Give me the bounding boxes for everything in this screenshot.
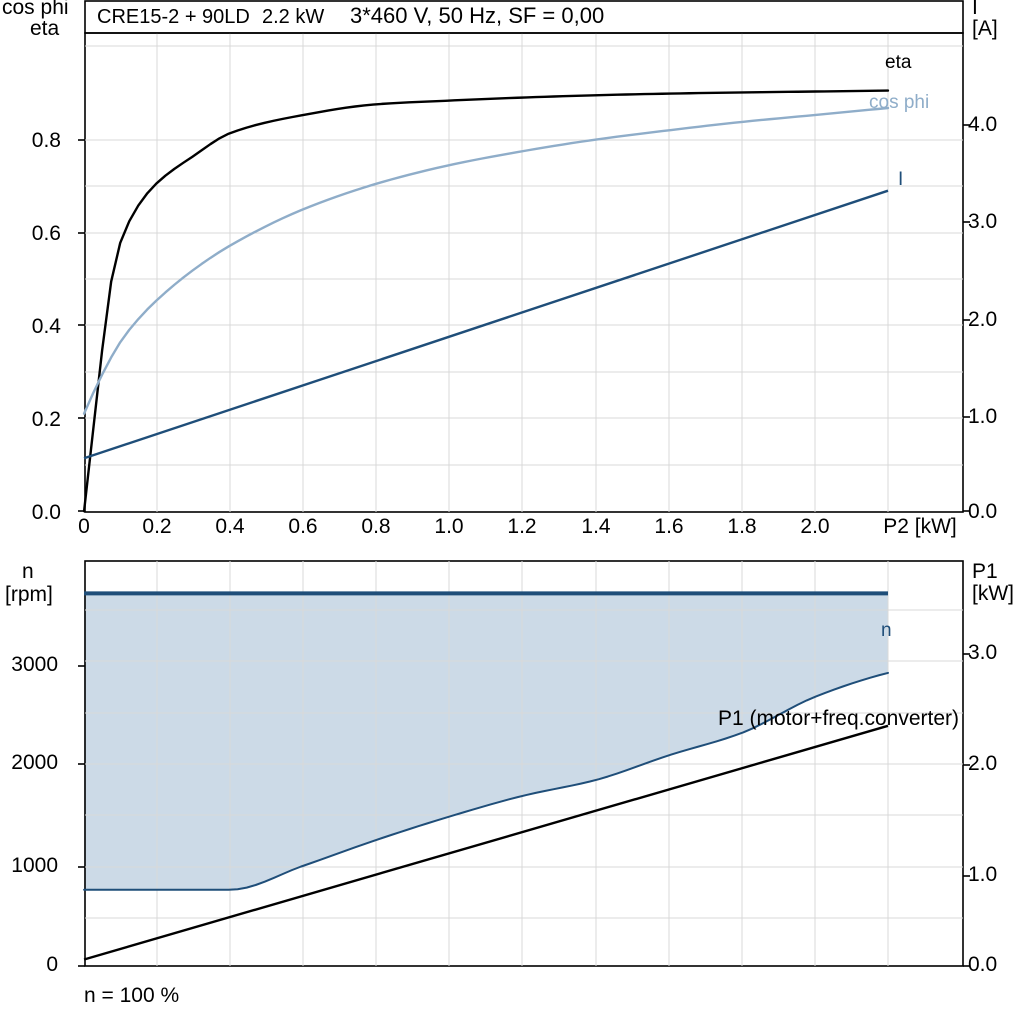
svg-text:1000: 1000: [11, 854, 58, 877]
svg-text:P2 [kW]: P2 [kW]: [883, 515, 957, 538]
svg-text:CRE15-2 + 90LD: CRE15-2 + 90LD: [97, 6, 250, 28]
svg-text:n = 100 %: n = 100 %: [84, 984, 179, 1007]
svg-text:1.0: 1.0: [434, 515, 463, 538]
svg-text:3*460 V, 50 Hz, SF = 0,00: 3*460 V, 50 Hz, SF = 0,00: [350, 3, 604, 28]
svg-text:0.4: 0.4: [32, 315, 62, 338]
svg-text:eta: eta: [30, 17, 60, 40]
svg-text:0.6: 0.6: [288, 515, 317, 538]
svg-text:0.8: 0.8: [32, 129, 61, 152]
svg-text:2.0: 2.0: [800, 515, 829, 538]
svg-text:1.0: 1.0: [968, 863, 997, 886]
svg-text:1.8: 1.8: [727, 515, 756, 538]
svg-text:2.0: 2.0: [968, 308, 997, 331]
svg-text:1.2: 1.2: [507, 515, 536, 538]
svg-text:P1: P1: [972, 560, 998, 583]
svg-text:0: 0: [46, 953, 58, 976]
svg-text:4.0: 4.0: [968, 113, 997, 136]
svg-text:n: n: [881, 620, 892, 641]
svg-text:[kW]: [kW]: [972, 582, 1014, 605]
svg-text:[A]: [A]: [972, 17, 998, 40]
svg-text:I: I: [898, 169, 903, 190]
svg-text:0.0: 0.0: [968, 953, 997, 976]
svg-text:0.0: 0.0: [968, 500, 997, 523]
svg-text:[rpm]: [rpm]: [5, 583, 53, 606]
svg-text:1.4: 1.4: [581, 515, 611, 538]
svg-text:3000: 3000: [11, 653, 58, 676]
svg-text:P1 (motor+freq.converter): P1 (motor+freq.converter): [718, 707, 959, 730]
svg-text:0.2: 0.2: [32, 408, 61, 431]
svg-text:0.0: 0.0: [32, 501, 61, 524]
svg-text:0.2: 0.2: [142, 515, 171, 538]
svg-text:2.0: 2.0: [968, 752, 997, 775]
svg-text:0.4: 0.4: [215, 515, 245, 538]
svg-text:1.6: 1.6: [654, 515, 683, 538]
svg-text:1.0: 1.0: [968, 405, 997, 428]
svg-text:0.6: 0.6: [32, 222, 61, 245]
svg-text:eta: eta: [885, 52, 912, 73]
svg-text:n: n: [22, 560, 34, 583]
svg-text:3.0: 3.0: [968, 641, 997, 664]
svg-text:0.8: 0.8: [361, 515, 390, 538]
svg-text:2.2 kW: 2.2 kW: [262, 6, 324, 28]
svg-text:2000: 2000: [11, 751, 58, 774]
svg-text:3.0: 3.0: [968, 210, 997, 233]
svg-text:cos phi: cos phi: [869, 92, 929, 113]
svg-text:0: 0: [78, 515, 90, 538]
